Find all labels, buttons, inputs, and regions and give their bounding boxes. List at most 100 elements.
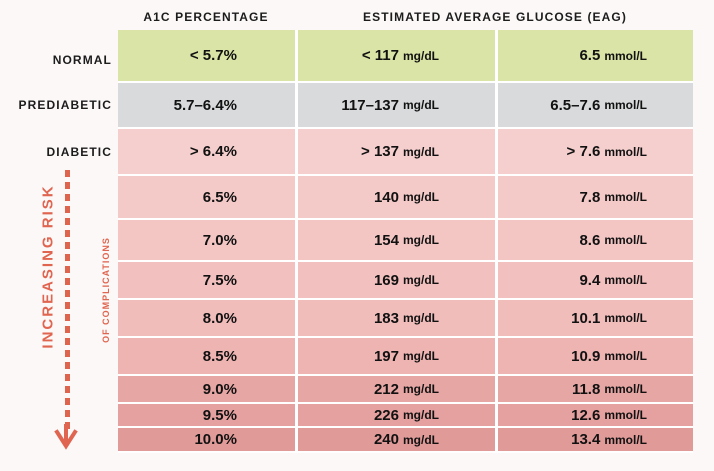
mmol-unit: mmol/L [604, 432, 647, 447]
mmol-value: 13.4 [571, 431, 601, 448]
mgdl-value: 140 [373, 188, 399, 206]
glucose-table: < 5.7% < 117 mg/dL 6.5 mmol/L 5.7–6.4% 1… [118, 30, 693, 453]
mmol-unit: mmol/L [604, 273, 647, 287]
table-row: 10.0% 240 mg/dL 13.4 mmol/L [118, 428, 693, 453]
table-row: < 5.7% < 117 mg/dL 6.5 mmol/L [118, 30, 693, 83]
a1c-value: 5.7–6.4% [173, 96, 237, 114]
table-row: > 6.4% > 137 mg/dL > 7.6 mmol/L [118, 129, 693, 176]
mgdl-value: 117–137 [341, 96, 399, 114]
mgdl-value: 240 [373, 431, 399, 448]
mgdl-value: 226 [373, 406, 399, 424]
mmol-unit: mmol/L [604, 382, 647, 396]
mmol-value: 6.5 [579, 47, 601, 64]
header-a1c-percentage: A1C PERCENTAGE [143, 10, 269, 24]
mmol-cell: 7.8 mmol/L [498, 176, 693, 220]
mmol-cell: > 7.6 mmol/L [498, 129, 693, 176]
mgdl-cell: 140 mg/dL [298, 176, 498, 220]
a1c-value: 6.5% [202, 188, 237, 206]
mmol-value: 10.9 [571, 347, 601, 365]
mgdl-cell: 226 mg/dL [298, 404, 498, 428]
a1c-cell: 5.7–6.4% [118, 83, 298, 129]
mmol-cell: 8.6 mmol/L [498, 220, 693, 262]
mgdl-unit: mg/dL [403, 349, 439, 363]
mmol-unit: mmol/L [604, 311, 647, 325]
a1c-value: 9.0% [202, 380, 237, 398]
complications-label: OF COMPLICATIONS [101, 237, 111, 343]
table-row: 9.5% 226 mg/dL 12.6 mmol/L [118, 404, 693, 428]
mgdl-unit: mg/dL [403, 382, 439, 396]
mmol-value: 7.8 [579, 188, 601, 206]
a1c-value: > 6.4% [189, 143, 237, 160]
table-row: 5.7–6.4% 117–137 mg/dL 6.5–7.6 mmol/L [118, 83, 693, 129]
mgdl-value: < 117 [361, 47, 399, 64]
a1c-cell: 10.0% [118, 428, 298, 453]
mmol-unit: mmol/L [604, 98, 647, 112]
risk-dashed-line [65, 170, 70, 432]
header-estimated-average-glucose: ESTIMATED AVERAGE GLUCOSE (EAG) [363, 10, 627, 24]
mmol-value: 9.4 [579, 271, 601, 289]
mgdl-unit: mg/dL [403, 311, 439, 325]
mmol-unit: mmol/L [604, 349, 647, 363]
mgdl-value: 197 [373, 347, 399, 365]
table-row: 9.0% 212 mg/dL 11.8 mmol/L [118, 376, 693, 404]
a1c-cell: 9.5% [118, 404, 298, 428]
mgdl-cell: 169 mg/dL [298, 262, 498, 300]
a1c-value: 9.5% [202, 406, 237, 424]
increasing-risk-label: INCREASING RISK [39, 184, 57, 349]
mmol-cell: 6.5 mmol/L [498, 30, 693, 83]
increasing-risk-indicator: INCREASING RISK OF COMPLICATIONS [40, 170, 111, 455]
mmol-unit: mmol/L [604, 48, 647, 63]
mgdl-cell: 240 mg/dL [298, 428, 498, 453]
a1c-cell: 9.0% [118, 376, 298, 404]
a1c-cell: > 6.4% [118, 129, 298, 176]
mgdl-value: 169 [373, 271, 399, 289]
mmol-unit: mmol/L [604, 190, 647, 204]
table-row: 8.0% 183 mg/dL 10.1 mmol/L [118, 300, 693, 338]
mmol-value: > 7.6 [566, 143, 601, 160]
mgdl-value: 183 [373, 309, 399, 327]
mgdl-cell: 212 mg/dL [298, 376, 498, 404]
label-prediabetic: PREDIABETIC [18, 98, 112, 112]
a1c-value: < 5.7% [189, 47, 237, 64]
mmol-cell: 13.4 mmol/L [498, 428, 693, 453]
mmol-cell: 9.4 mmol/L [498, 262, 693, 300]
mgdl-unit: mg/dL [403, 48, 439, 63]
a1c-cell: 8.0% [118, 300, 298, 338]
mmol-unit: mmol/L [604, 233, 647, 247]
a1c-cell: 6.5% [118, 176, 298, 220]
mmol-cell: 10.1 mmol/L [498, 300, 693, 338]
mgdl-cell: < 117 mg/dL [298, 30, 498, 83]
a1c-value: 8.0% [202, 309, 237, 327]
mmol-cell: 6.5–7.6 mmol/L [498, 83, 693, 129]
mgdl-cell: > 137 mg/dL [298, 129, 498, 176]
mgdl-cell: 197 mg/dL [298, 338, 498, 376]
mmol-cell: 12.6 mmol/L [498, 404, 693, 428]
mmol-value: 8.6 [579, 231, 601, 249]
mmol-value: 12.6 [571, 406, 601, 424]
mgdl-unit: mg/dL [403, 144, 439, 159]
mgdl-unit: mg/dL [403, 273, 439, 287]
a1c-value: 8.5% [202, 347, 237, 365]
label-normal: NORMAL [52, 53, 112, 67]
mgdl-cell: 154 mg/dL [298, 220, 498, 262]
mgdl-value: 212 [373, 380, 399, 398]
mgdl-unit: mg/dL [403, 190, 439, 204]
a1c-cell: 7.5% [118, 262, 298, 300]
mmol-cell: 10.9 mmol/L [498, 338, 693, 376]
mgdl-cell: 183 mg/dL [298, 300, 498, 338]
table-row: 7.5% 169 mg/dL 9.4 mmol/L [118, 262, 693, 300]
mgdl-unit: mg/dL [403, 432, 439, 447]
mgdl-unit: mg/dL [403, 98, 439, 112]
a1c-cell: < 5.7% [118, 30, 298, 83]
mmol-value: 6.5–7.6 [550, 96, 601, 114]
mmol-value: 10.1 [571, 309, 601, 327]
a1c-value: 7.5% [202, 271, 237, 289]
a1c-value: 7.0% [202, 231, 237, 249]
label-diabetic: DIABETIC [46, 145, 112, 159]
mgdl-value: > 137 [361, 143, 399, 160]
mmol-value: 11.8 [571, 380, 601, 398]
table-row: 8.5% 197 mg/dL 10.9 mmol/L [118, 338, 693, 376]
down-arrow-icon [54, 424, 78, 450]
mmol-unit: mmol/L [604, 408, 647, 422]
